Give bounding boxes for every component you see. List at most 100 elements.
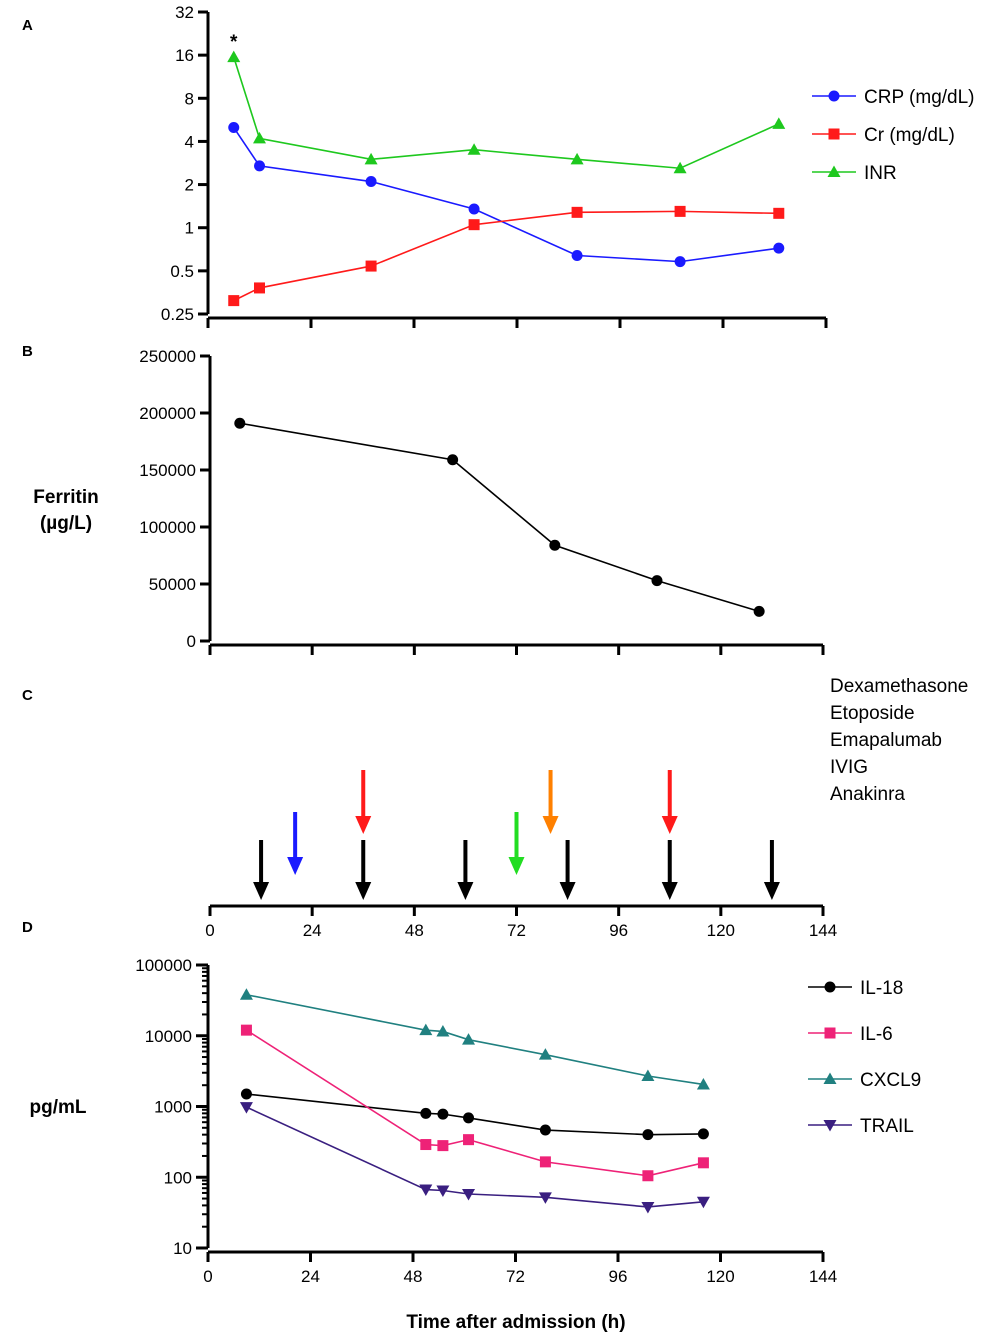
c-arrow-head-emapalumab [661, 816, 678, 834]
a-legend-label-crp-mg-dl: CRP (mg/dL) [864, 87, 975, 108]
a-y-tick-label: 0.25 [161, 305, 194, 324]
d-point-trail [696, 1196, 710, 1209]
c-arrow-head-etoposide [287, 857, 304, 875]
c-arrow-head-ivig [508, 857, 525, 875]
d-series-line-cxcl9 [246, 993, 704, 1086]
d-point-il-18 [437, 1108, 449, 1120]
d-legend-marker-il-18 [824, 981, 836, 993]
d-point-trail [419, 1184, 433, 1197]
a-point-cr-mg-dl [674, 205, 686, 217]
panel-c-timeline: 0 24 48 72 96 120 144 Dexamethasone Etoposide Ema… [205, 676, 968, 940]
b-y-tick-label: 150000 [139, 461, 196, 480]
c-x-tick-label: 48 [405, 921, 424, 940]
a-y-tick-label: 8 [185, 89, 194, 108]
a-point-crp-mg-dl [674, 256, 686, 268]
c-arrow-head-dexamethasone [253, 882, 270, 900]
d-x-tick-label: 96 [609, 1267, 628, 1286]
a-point-inr [364, 152, 378, 165]
b-y-tick-label: 50000 [149, 575, 196, 594]
d-point-il-6 [697, 1157, 709, 1169]
a-point-cr-mg-dl [365, 260, 377, 272]
a-point-crp-mg-dl [228, 122, 240, 134]
a-legend-marker-crp-mg-dl [828, 90, 840, 102]
d-x-tick-label: 72 [506, 1267, 525, 1286]
a-point-crp-mg-dl [254, 160, 265, 172]
panel-a-chart: 0.25 0.5 1 2 4 8 16 32 * CRP (mg/dL) Cr (mg/dL) INR [161, 3, 975, 328]
a-legend-marker-cr-mg-dl [828, 128, 840, 140]
a-point-cr-mg-dl [254, 282, 265, 294]
a-point-crp-mg-dl [773, 242, 785, 254]
c-x-tick-label: 0 [205, 921, 214, 940]
d-legend-marker-il-6 [824, 1027, 836, 1039]
d-point-cxcl9 [538, 1048, 552, 1060]
b-point-ferritin [753, 605, 765, 617]
d-series-line-il-18 [246, 1093, 704, 1136]
a-point-inr [673, 161, 687, 174]
a-point-cr-mg-dl [571, 206, 583, 218]
d-y-tick-label: 100 [164, 1168, 192, 1187]
d-legend-label-trail: TRAIL [860, 1116, 914, 1137]
d-point-trail [462, 1188, 476, 1201]
a-point-crp-mg-dl [571, 249, 583, 261]
d-legend-label-cxcl9: CXCL9 [860, 1070, 921, 1091]
d-legend-marker-trail [823, 1120, 837, 1132]
d-point-il-6 [463, 1134, 475, 1146]
c-arrow-head-dexamethasone [355, 882, 372, 900]
a-y-tick-label: 1 [185, 219, 194, 238]
d-point-cxcl9 [239, 988, 253, 1000]
d-x-tick-label: 24 [301, 1267, 320, 1286]
panel-letter-d: D [22, 919, 33, 936]
d-y-axis-title: pg/mL [30, 1097, 87, 1118]
d-x-tick-label: 144 [809, 1267, 837, 1286]
d-series-line-trail [246, 1106, 704, 1208]
a-y-tick-label: 4 [185, 132, 194, 151]
d-point-trail [436, 1185, 450, 1197]
a-series-line-cr-mg-dl [233, 210, 779, 302]
d-point-cxcl9 [419, 1023, 433, 1036]
d-point-il-18 [420, 1107, 432, 1119]
c-arrow-head-dexamethasone [457, 882, 474, 900]
a-point-cr-mg-dl [773, 207, 785, 219]
a-y-tick-label: 32 [175, 3, 194, 22]
b-series-line-ferritin [239, 422, 760, 613]
a-point-inr [772, 117, 786, 129]
a-point-inr [227, 50, 241, 63]
d-point-cxcl9 [641, 1069, 655, 1081]
d-y-tick-label: 1000 [154, 1098, 192, 1117]
panel-letter-b: B [22, 343, 33, 360]
c-legend-anakinra: Anakinra [830, 784, 905, 805]
b-point-ferritin [234, 417, 246, 429]
d-x-tick-label: 120 [706, 1267, 734, 1286]
d-y-tick-label: 100000 [135, 956, 192, 975]
d-legend-label-il-18: IL-18 [860, 978, 903, 999]
c-x-tick-label: 144 [809, 921, 837, 940]
d-point-il-6 [642, 1170, 654, 1182]
b-y-tick-label: 100000 [139, 518, 196, 537]
d-point-il-18 [240, 1088, 252, 1100]
c-x-tick-label: 72 [507, 921, 526, 940]
a-y-tick-label: 16 [175, 46, 194, 65]
d-legend-label-il-6: IL-6 [860, 1024, 893, 1045]
a-series-line-crp-mg-dl [233, 127, 779, 263]
a-point-cr-mg-dl [468, 219, 480, 231]
c-legend-etoposide: Etoposide [830, 703, 915, 724]
a-point-inr [570, 152, 584, 165]
b-point-ferritin [549, 539, 561, 551]
b-y-axis-title-line2: (µg/L) [40, 513, 92, 534]
a-annotation-asterisk: * [230, 32, 238, 53]
a-point-crp-mg-dl [365, 176, 377, 188]
b-y-axis-title-line1: Ferritin [33, 487, 98, 508]
c-x-tick-label: 24 [303, 921, 322, 940]
d-point-il-6 [240, 1024, 252, 1036]
d-x-tick-label: 0 [203, 1267, 212, 1286]
c-arrow-head-emapalumab [355, 816, 372, 834]
b-y-tick-label: 250000 [139, 347, 196, 366]
d-point-il-18 [463, 1112, 475, 1124]
d-series-line-il-6 [246, 1029, 704, 1177]
c-legend-dexamethasone: Dexamethasone [830, 676, 968, 697]
a-y-tick-label: 0.5 [170, 262, 194, 281]
d-point-il-18 [539, 1124, 551, 1136]
a-series-line-inr [232, 56, 780, 170]
panel-letter-c: C [22, 687, 33, 704]
